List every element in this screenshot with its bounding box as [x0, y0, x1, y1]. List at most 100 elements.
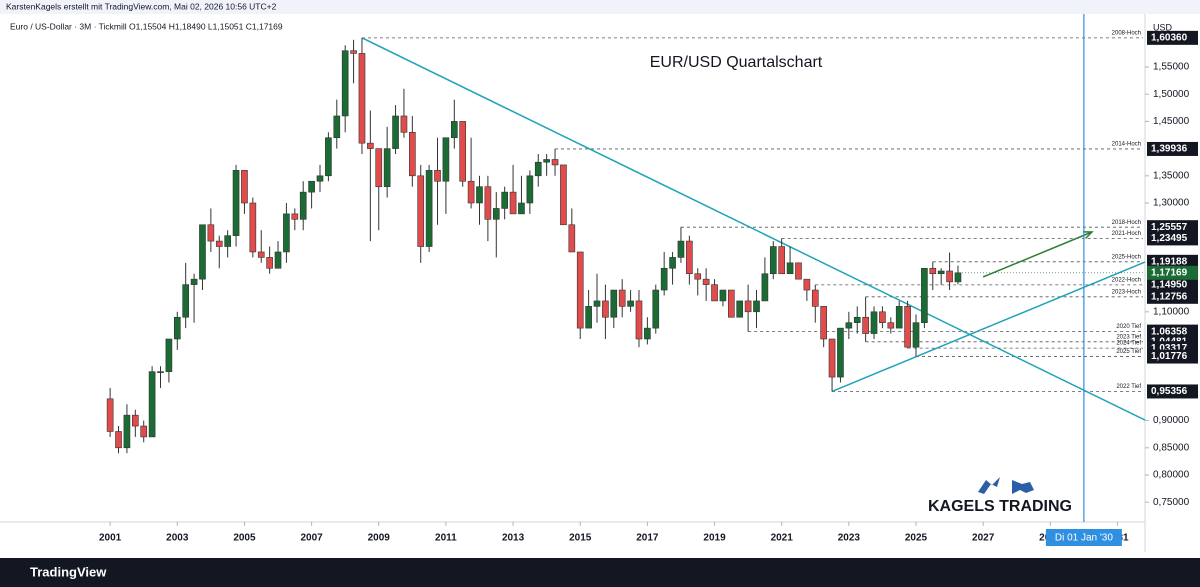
candle-body	[736, 300, 744, 318]
candle-body	[316, 175, 324, 182]
price-label-box	[1147, 231, 1198, 246]
candle-body	[291, 213, 299, 220]
candle-body	[786, 262, 794, 275]
candle-body	[467, 180, 475, 204]
price-label-box	[1147, 141, 1198, 156]
price-label: 1,60360	[1151, 32, 1188, 43]
candle-body	[459, 121, 467, 182]
trend-line	[831, 261, 1146, 393]
candle-body	[686, 240, 693, 275]
candle-body	[534, 161, 542, 177]
chart-title: EUR/USD Quartalschart	[650, 54, 823, 71]
candle-body	[190, 278, 198, 285]
candle-body	[341, 50, 349, 117]
x-tick-label: 2025	[905, 533, 928, 544]
last-price-box	[1147, 265, 1198, 280]
price-label-box	[1147, 254, 1198, 269]
x-tick-label: 2013	[502, 533, 525, 544]
candle-body	[669, 257, 676, 269]
candle-body	[576, 251, 584, 329]
arrow-head	[1082, 231, 1094, 239]
x-tick-label: 2017	[636, 533, 659, 544]
candle-body	[526, 175, 534, 204]
x-tick-label: 2011	[435, 533, 457, 544]
price-label-box	[1147, 349, 1198, 364]
y-tick-label: 1,10000	[1153, 306, 1190, 317]
candle-body	[702, 278, 710, 285]
y-tick-label: 0,85000	[1153, 442, 1190, 453]
candle-body	[618, 289, 626, 307]
logo-bear	[1012, 480, 1034, 494]
candle-body	[299, 191, 307, 220]
candle-body	[803, 278, 811, 291]
candle-body	[929, 267, 937, 275]
price-label-box	[1147, 289, 1198, 304]
price-label-box	[1147, 384, 1198, 399]
candle-body	[887, 322, 895, 329]
level-name: 2022-Hoch	[1112, 277, 1141, 283]
candle-body	[232, 170, 240, 236]
logo: KAGELS TRADING	[928, 477, 1072, 515]
y-tick-label: 1,45000	[1153, 116, 1190, 127]
footer-brand: TradingView	[30, 564, 107, 579]
candle-body	[266, 257, 273, 269]
cursor-label: Di 01 Jan '30	[1055, 533, 1113, 544]
candle-body	[173, 316, 181, 340]
currency: USD	[1153, 22, 1173, 32]
candle-body	[392, 115, 399, 149]
price-label: 1,12756	[1151, 291, 1188, 302]
candle-body	[602, 300, 609, 318]
candle-body	[283, 213, 290, 253]
candle-body	[484, 186, 492, 220]
candle-body	[450, 121, 458, 139]
x-tick-label: 2019	[703, 533, 726, 544]
header-text: KarstenKagels erstellt mit TradingView.c…	[6, 1, 277, 11]
candle-body	[728, 289, 735, 318]
candle-body	[492, 208, 500, 220]
logo-text: KAGELS TRADING	[928, 498, 1072, 515]
candle-body	[946, 270, 953, 283]
x-tick-label: 2009	[368, 533, 391, 544]
candle-body	[744, 300, 752, 313]
y-tick-label: 1,35000	[1153, 170, 1190, 181]
header-bar	[0, 0, 1200, 14]
candle-body	[895, 306, 903, 329]
price-label: 1,01776	[1151, 351, 1188, 362]
y-tick-label: 0,75000	[1153, 497, 1190, 508]
candle-body	[417, 175, 425, 247]
candle-body	[199, 224, 206, 280]
price-label: 1,03317	[1151, 343, 1188, 354]
candle-body	[585, 306, 592, 329]
candle-body	[333, 115, 341, 139]
trend-line	[361, 37, 1146, 421]
candle-body	[501, 191, 508, 209]
x-tick-label: 2001	[99, 533, 122, 544]
candle-body	[274, 251, 282, 269]
candle-body	[593, 300, 601, 307]
price-label: 1,06358	[1151, 326, 1188, 337]
x-tick-label: 2015	[569, 533, 592, 544]
candle-body	[862, 316, 869, 334]
price-label-box	[1147, 277, 1198, 292]
price-label: 1,25557	[1151, 222, 1188, 233]
candle-body	[644, 327, 651, 340]
candle-body	[509, 191, 517, 215]
level-name: 2022 Tief	[1116, 384, 1141, 390]
candle-body	[182, 284, 190, 318]
candle-body	[937, 270, 945, 275]
candle-body	[551, 159, 559, 166]
y-tick-label: 0,80000	[1153, 470, 1190, 481]
candle-body	[845, 322, 853, 329]
candle-body	[811, 289, 819, 307]
y-tick-label: 1,55000	[1153, 62, 1190, 73]
candle-body	[400, 115, 408, 133]
price-label: 0,95356	[1151, 386, 1188, 397]
candle-body	[610, 289, 618, 318]
arrow-line	[982, 231, 1093, 278]
candle-body	[425, 170, 433, 247]
candle-body	[795, 262, 802, 280]
candle-body	[660, 267, 668, 291]
candle-body	[165, 338, 173, 372]
price-label: 1,39936	[1151, 144, 1188, 155]
candle-body	[434, 170, 441, 182]
